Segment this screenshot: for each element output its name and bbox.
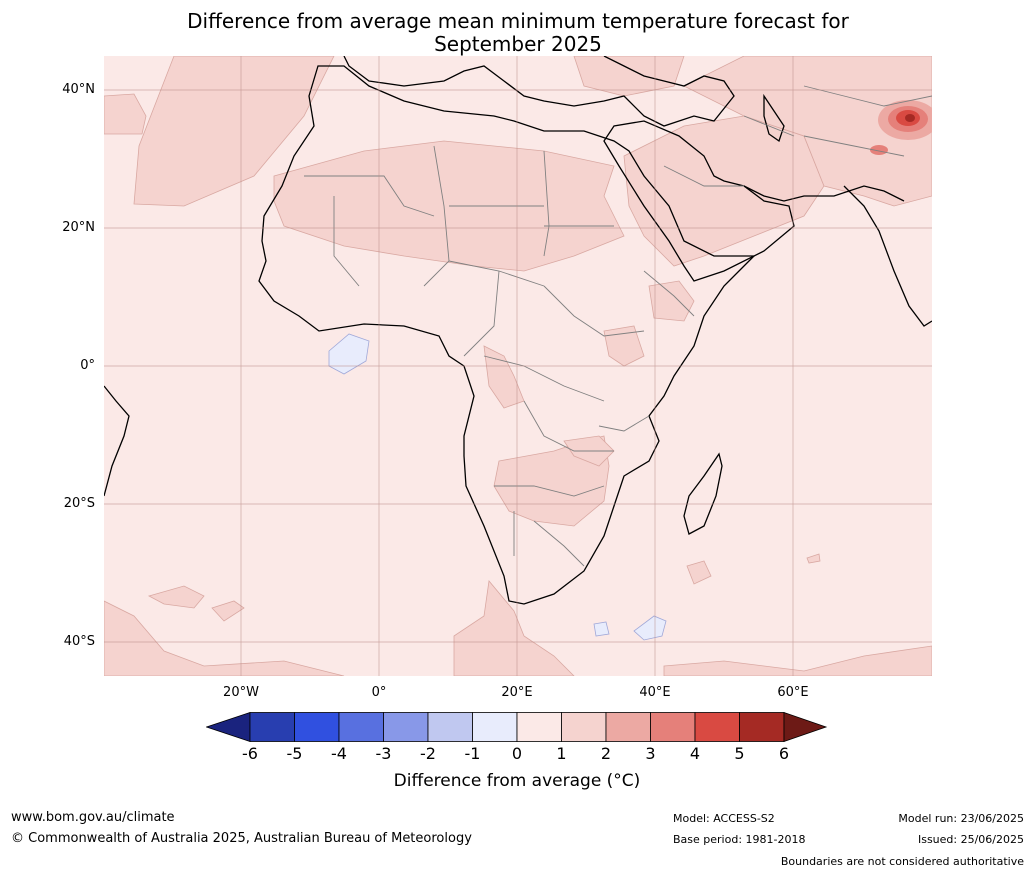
colorbar-box — [516, 712, 562, 742]
colorbar — [206, 712, 828, 742]
shade-indian-ocean-patch — [686, 560, 712, 585]
africa-coastline — [258, 65, 756, 605]
colorbar-box — [605, 712, 651, 742]
shade-asia — [683, 56, 932, 207]
shade-east-africa — [648, 280, 695, 322]
shade-south-ocean-cool — [633, 615, 667, 641]
forecast-map — [104, 56, 932, 676]
south-america-coastline — [104, 385, 130, 497]
lon-label-20w: 20°W — [223, 685, 259, 700]
lon-label-20e: 20°E — [501, 685, 533, 700]
map-svg — [104, 56, 932, 676]
lat-label-0: 0° — [80, 358, 95, 373]
colorbar-tick-label: -4 — [331, 744, 347, 763]
colorbar-box — [294, 712, 340, 742]
colorbar-box — [694, 712, 740, 742]
shade-south-atlantic-west — [104, 600, 345, 676]
colorbar-tick-label: -1 — [464, 744, 481, 763]
madagascar-coastline — [683, 452, 723, 535]
colorbar-tick-label: 5 — [734, 744, 745, 763]
shade-cape-ocean — [453, 580, 575, 676]
shade-great-lakes — [603, 325, 645, 367]
colorbar-box — [249, 712, 295, 742]
shade-south-ocean-cool-2 — [593, 621, 610, 637]
model-name: Model: ACCESS-S2 — [673, 812, 775, 825]
colorbar-box — [739, 712, 785, 742]
colorbar-box — [650, 712, 696, 742]
colorbar-tick-label: -5 — [286, 744, 303, 763]
lat-label-40n: 40°N — [62, 82, 95, 97]
colorbar-tick-label: -2 — [420, 744, 436, 763]
colorbar-box — [383, 712, 429, 742]
colorbar-tick-label: 4 — [689, 744, 701, 763]
issued-date: Issued: 25/06/2025 — [917, 833, 1024, 846]
boundaries-disclaimer: Boundaries are not considered authoritat… — [780, 855, 1024, 868]
website-link[interactable]: www.bom.gov.au/climate — [11, 810, 175, 825]
lat-label-20s: 20°S — [63, 496, 95, 511]
colorbar-box — [338, 712, 384, 742]
shade-south-atlantic-patch — [147, 585, 205, 609]
colorbar-tick-label: 2 — [600, 744, 612, 763]
lon-label-0: 0° — [371, 685, 387, 700]
colorbar-extend-high — [783, 712, 828, 742]
graticule — [104, 56, 932, 676]
copyright-text: © Commonwealth of Australia 2025, Austra… — [11, 831, 472, 846]
colorbar-box — [472, 712, 518, 742]
shade-gulf-of-guinea-cool — [328, 333, 370, 375]
title-line-2: September 2025 — [434, 32, 602, 56]
title-line-1: Difference from average mean minimum tem… — [187, 9, 849, 33]
colorbar-box — [561, 712, 607, 742]
colorbar-extend-low — [206, 712, 251, 742]
colorbar-tick-label: 6 — [778, 744, 790, 763]
lat-label-20n: 20°N — [62, 220, 95, 235]
lon-label-40e: 40°E — [639, 685, 671, 700]
lon-label-60e: 60°E — [777, 685, 809, 700]
base-period: Base period: 1981-2018 — [673, 833, 806, 846]
hotspot — [870, 100, 932, 155]
country-borders — [304, 85, 932, 567]
shade-atlantic-west — [104, 93, 147, 135]
shade-mediterranean — [573, 56, 685, 97]
shade-south-atlantic-patch-2 — [211, 600, 245, 622]
colorbar-tick-label: 3 — [645, 744, 656, 763]
shade-arabia — [623, 115, 825, 267]
shade-indian-ocean-patch-2 — [806, 553, 821, 564]
europe-coastline — [343, 56, 735, 127]
caspian-coastline — [763, 93, 785, 143]
coastlines — [104, 56, 932, 605]
colorbar-tick-label: -6 — [242, 744, 258, 763]
shade-congo — [483, 345, 525, 409]
model-run-date: Model run: 23/06/2025 — [898, 812, 1024, 825]
india-coastline — [843, 185, 932, 327]
colorbar-box — [427, 712, 473, 742]
persian-gulf-coastline — [743, 185, 905, 202]
shade-southern-ocean-east — [663, 645, 932, 676]
colorbar-tick-label: -3 — [375, 744, 392, 763]
colorbar-tick-label: 0 — [511, 744, 523, 763]
negative-shading — [328, 333, 667, 641]
anomaly-shading — [104, 56, 932, 676]
colorbar-label: Difference from average (°C) — [393, 771, 641, 791]
lat-label-40s: 40°S — [63, 634, 95, 649]
chart-title: Difference from average mean minimum tem… — [104, 10, 932, 56]
colorbar-tick-label: 1 — [556, 744, 567, 763]
arabia-coastline — [603, 120, 795, 282]
